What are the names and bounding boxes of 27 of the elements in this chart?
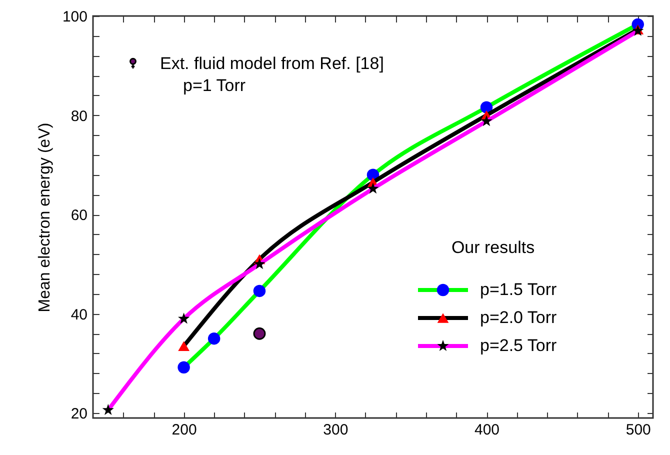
y-tick-label: 60 (70, 207, 88, 224)
point (178, 341, 190, 351)
legend-label: p=1.5 Torr (480, 280, 558, 299)
y-tick-label: 20 (70, 406, 88, 423)
legend-title: Our results (451, 238, 535, 257)
y-tick-label: 80 (70, 108, 88, 125)
point (367, 182, 379, 194)
annotation: p=1 Torr (183, 76, 246, 95)
y-axis-title: Mean electron energy (eV) (36, 122, 54, 312)
point (178, 361, 190, 374)
x-tick-label: 500 (626, 422, 651, 438)
annotation: Ext. fluid model from Ref. [18] (160, 54, 384, 73)
legend-label: p=2.5 Torr (480, 336, 558, 355)
point (102, 404, 114, 416)
x-tick-label: 300 (323, 422, 348, 438)
y-tick-label: 40 (70, 306, 88, 324)
point (253, 284, 266, 298)
legend-label: p=2.0 Torr (480, 308, 558, 327)
point (253, 327, 266, 340)
y-tick-label: 100 (62, 8, 88, 26)
point (178, 312, 190, 324)
x-tick-label: 200 (172, 422, 197, 438)
point (480, 101, 493, 114)
x-tick-label: 400 (474, 422, 500, 438)
point (208, 332, 220, 345)
point (254, 258, 266, 270)
point (480, 115, 492, 126)
